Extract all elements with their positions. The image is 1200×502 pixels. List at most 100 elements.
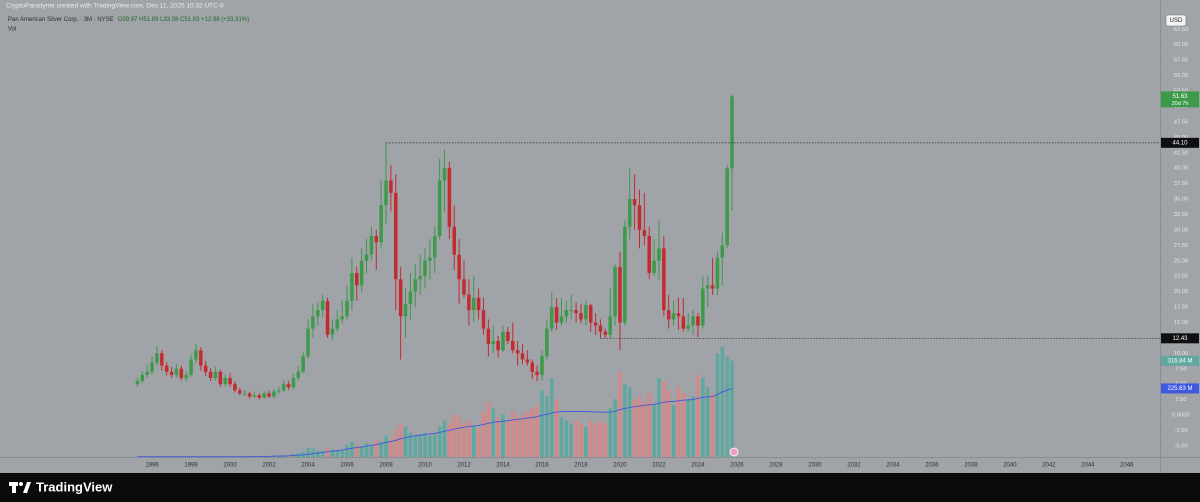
volume-bar [306,447,310,457]
x-tick-label: 2002 [262,463,276,469]
volume-bar [364,443,369,457]
candle-body [257,395,262,398]
candle-body [603,331,608,335]
candle-body [340,316,344,320]
candle-body [233,384,237,391]
candle-body [618,266,622,323]
candle-body [286,384,291,388]
volume-bar [437,426,442,457]
volume-bar [506,420,510,457]
last-price-box [1161,91,1199,108]
candle-body [281,384,286,391]
candle-body [520,353,525,360]
volume-bar [671,405,676,457]
currency-box[interactable] [1165,14,1187,27]
candle-body [174,368,179,375]
y-tick-label: 42.50 [1174,150,1189,156]
volume-bar [384,435,388,457]
candle-body [549,307,554,329]
volume-bar [608,408,612,457]
volume-bar [691,396,695,457]
candle-body [223,377,227,385]
candle-body [359,260,364,286]
candle-body [384,180,388,206]
logo-part [23,482,31,493]
y-tick-label: 37.50 [1174,181,1189,187]
candle-body [627,199,632,227]
candle-body [311,316,315,329]
candle-body [701,288,705,326]
y-tick-label: 62.50 [1174,27,1189,33]
volume-bar [398,423,403,457]
candle-body [676,313,681,317]
volume-bar [730,360,734,457]
candle-body [462,279,466,295]
x-tick-label: 2032 [847,463,861,469]
candle-body [320,300,325,311]
volume-bar [554,399,559,457]
candle-body [398,279,403,317]
currency[interactable]: USD [1170,18,1183,24]
y-tick-label: 45.00 [1174,135,1189,141]
y-tick-label: 0.0000 [1172,413,1190,419]
candle-body [325,300,330,335]
volume-bar [316,450,320,457]
candle-body [525,359,530,363]
volume-bar [462,423,466,457]
candle-body [155,353,159,363]
candle-body [335,319,340,329]
last-price-label: 51.63 [1172,94,1188,100]
x-tick-label: 2008 [379,463,393,469]
candle-body [135,381,140,385]
volume-bar [486,402,491,457]
legend: Pan American Silver Corp. · 3M · NYSE O39… [8,17,249,23]
candle-body [403,303,408,317]
volume-bar [369,444,374,457]
volume-bar [325,447,330,457]
candle-body [671,313,676,320]
volume-bar [564,420,569,457]
candle-body [194,350,198,360]
candle-body [496,340,500,351]
event-icon[interactable] [729,447,739,457]
candle-body [535,371,539,375]
candle-body [623,226,627,323]
volume-bar [379,441,383,457]
candle-body [228,377,232,385]
x-tick-label: 2022 [652,463,666,469]
volume-bar [515,417,520,457]
candle-body [437,180,442,237]
volume-bar [433,434,437,457]
volume-bar [676,387,681,457]
volume-bar [696,374,700,457]
y-tick-label: 30.00 [1174,227,1189,233]
candle-body [481,310,486,329]
candle-body [238,390,242,394]
volume-bar [725,356,729,457]
volume-bar [359,446,364,457]
volume-bar [686,399,690,457]
volume-bar [496,417,500,457]
candle-body [686,325,690,329]
candle-body [666,310,671,320]
attribution: CryptoParadyme created with TradingView.… [6,3,224,10]
x-tick-label: 2004 [301,463,315,469]
candle-body [637,205,642,230]
volume-bar [355,445,359,457]
volume-title: Vol [8,27,16,33]
x-tick-label: 2000 [223,463,237,469]
volume-label: 225.63 M [1167,386,1192,392]
volume-bar [501,414,505,457]
y-tick-label: 27.50 [1174,243,1189,249]
candle-body [564,310,569,317]
footer-bar [0,473,1200,502]
candle-body [452,226,457,255]
candle-body [696,316,700,326]
volume-bar [447,423,452,457]
price-line-label-box [1161,333,1199,344]
y-tick-label: 57.50 [1174,58,1189,64]
candle-body [530,362,534,372]
volume-bar [652,405,656,457]
volume-bar [510,411,515,457]
volume-bar [545,396,549,457]
